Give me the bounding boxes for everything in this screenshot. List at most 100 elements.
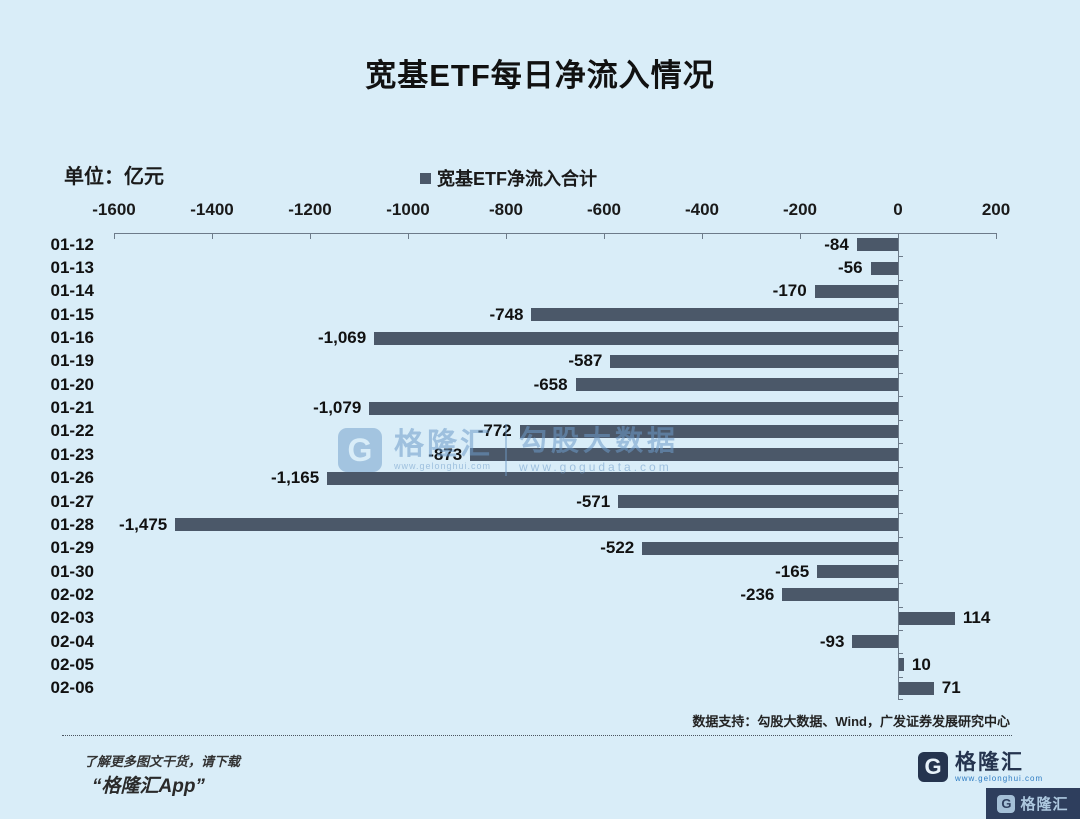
zero-baseline-tick [898, 256, 903, 258]
bar-value-label: -1,165 [270, 468, 320, 488]
bar-value-label: -170 [772, 281, 807, 301]
x-axis-tick [702, 233, 703, 239]
bar-value-label: -1,069 [318, 328, 367, 348]
x-axis-tick [604, 233, 605, 239]
y-axis-category-label: 01-22 [50, 421, 94, 441]
bar [642, 541, 898, 555]
zero-baseline-tick [898, 699, 903, 700]
promo-text-line1: 了解更多图文干货，请下载 [84, 754, 241, 769]
zero-baseline-tick [898, 349, 903, 351]
bar-value-label: -165 [775, 561, 810, 581]
y-axis-category-label: 01-20 [50, 374, 94, 394]
x-axis-tick-label: -1600 [92, 200, 136, 219]
gelonghui-brand-texts: 格隆汇 www.gelonghui.com [955, 751, 1044, 784]
bar [519, 424, 898, 438]
bar [618, 495, 898, 509]
x-axis-labels: -1600 -1400 -1200 -1000 -800 -600 -400 -200 0 200 [0, 200, 1080, 222]
x-axis-line [114, 233, 996, 234]
zero-baseline-tick [898, 653, 903, 655]
y-axis-category-label: 01-27 [50, 491, 94, 511]
bar [899, 681, 934, 695]
gelonghui-brand-name: 格隆汇 [955, 751, 1024, 774]
y-axis-category-label: 01-14 [50, 281, 94, 301]
y-axis-category-label: 01-15 [50, 304, 94, 324]
y-axis-category-label: 01-29 [50, 538, 94, 558]
zero-baseline-tick [898, 629, 903, 631]
zero-baseline-tick [898, 466, 903, 468]
y-axis-category-label: 01-23 [50, 444, 94, 464]
bar [782, 588, 898, 602]
bar-value-label: -587 [568, 351, 603, 371]
y-axis-category-label: 02-06 [50, 678, 94, 698]
zero-baseline-tick [898, 279, 903, 281]
zero-baseline-tick [898, 559, 903, 561]
x-axis-tick-label: -200 [782, 200, 818, 219]
x-axis-tick [506, 233, 507, 239]
x-axis-tick-label: -1000 [386, 200, 430, 219]
gelonghui-brand-block: G 格隆汇 www.gelonghui.com [918, 752, 1043, 783]
footer-divider [62, 735, 1012, 736]
x-axis-tick [408, 233, 409, 239]
bar [817, 565, 898, 579]
chart-legend: 宽基ETF净流入合计 [420, 165, 597, 191]
gelonghui-logo-icon: G [918, 752, 948, 782]
bar-value-label: -84 [824, 234, 849, 254]
bar [327, 471, 898, 485]
y-axis-category-label: 01-13 [50, 258, 94, 278]
bar [369, 401, 898, 415]
bar [531, 308, 898, 322]
bar-value-label: -1,475 [119, 514, 168, 534]
x-axis-tick-label: -1200 [288, 200, 332, 219]
y-axis-category-label: 02-04 [50, 631, 94, 651]
zero-baseline-tick [898, 676, 903, 678]
bar [870, 261, 898, 275]
y-axis-category-label: 02-03 [50, 608, 94, 628]
data-source-note: 数据支持：勾股大数据、Wind，广发证券发展研究中心 [692, 714, 1010, 729]
legend-square-icon [420, 172, 431, 184]
y-axis-category-label: 01-26 [50, 468, 94, 488]
bar-value-label: -873 [428, 444, 463, 464]
bar [852, 635, 898, 649]
zero-baseline-tick [898, 396, 903, 398]
x-axis-tick [800, 233, 801, 239]
bar [610, 354, 898, 368]
zero-baseline-tick [898, 443, 903, 445]
bar-value-label: -56 [837, 258, 863, 278]
bar-value-label: -522 [600, 538, 635, 558]
y-axis-category-label: 01-28 [50, 514, 94, 534]
bar [175, 518, 898, 532]
bar-value-label: -772 [477, 421, 512, 441]
y-axis-category-label: 01-19 [50, 351, 94, 371]
y-axis-category-label: 01-16 [50, 328, 94, 348]
x-axis-tick [212, 233, 213, 239]
zero-baseline-tick [898, 419, 903, 421]
page-title: 宽基ETF每日净流入情况 [365, 58, 715, 93]
zero-baseline-tick [898, 303, 903, 305]
x-axis-tick-label: 200 [981, 200, 1011, 219]
bar [899, 611, 955, 625]
zero-baseline-tick [898, 583, 903, 585]
bar-value-label: -571 [576, 491, 611, 511]
bar-value-label: -236 [740, 584, 775, 604]
x-axis-tick [996, 233, 997, 239]
y-axis-category-label: 02-05 [50, 654, 94, 674]
bar [899, 658, 904, 672]
y-axis-category-label: 01-12 [50, 234, 94, 254]
bar-value-label: 114 [962, 608, 991, 628]
y-axis-category-label: 02-02 [50, 584, 94, 604]
zero-baseline-tick [898, 536, 903, 538]
gelonghui-brand-url: www.gelonghui.com [955, 774, 1044, 783]
x-axis-tick-label: 0 [893, 200, 903, 219]
x-axis-tick [310, 233, 311, 239]
zero-baseline-tick [898, 373, 903, 375]
y-axis-category-label: 01-21 [50, 398, 94, 418]
corner-watermark-logo-icon: G [997, 794, 1016, 813]
x-axis-tick-label: -1400 [190, 200, 234, 219]
bar-value-label: -658 [533, 374, 568, 394]
corner-watermark-text: 格隆汇 [1020, 796, 1069, 813]
unit-label: 单位：亿元 [64, 166, 164, 188]
bar-value-label: -1,079 [313, 398, 362, 418]
bar [575, 378, 898, 392]
x-axis-tick-label: -400 [684, 200, 720, 219]
